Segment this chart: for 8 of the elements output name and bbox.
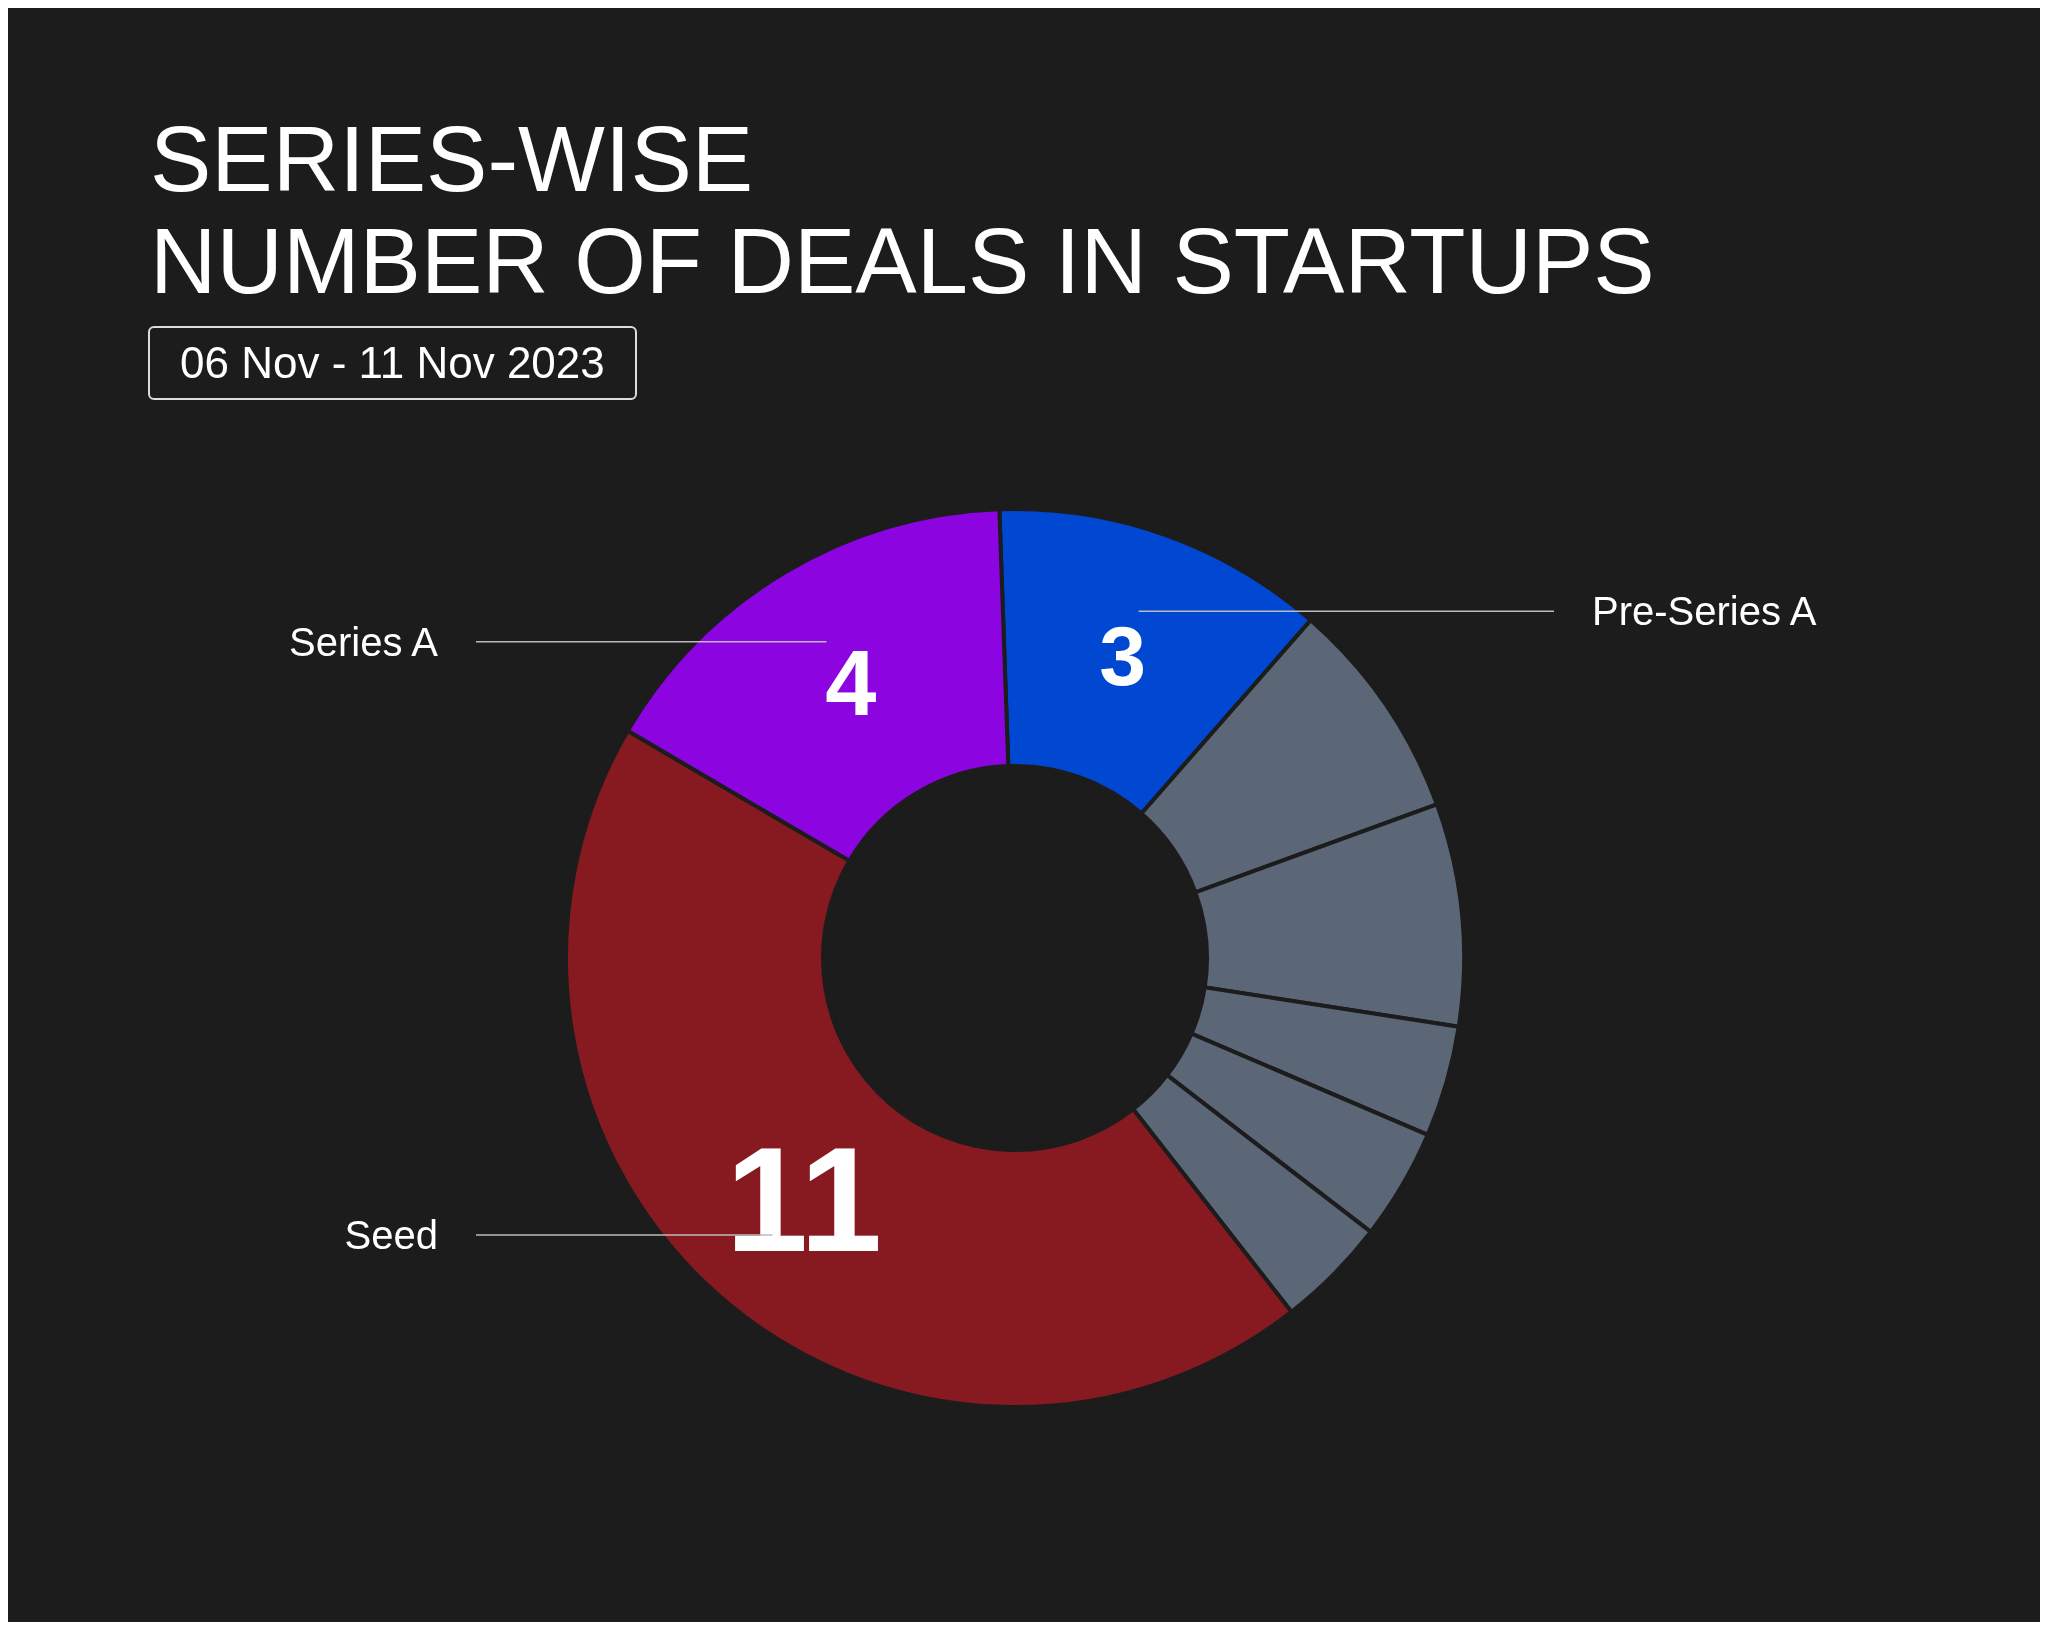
- chart-title: SERIES-WISE NUMBER OF DEALS IN STARTUPS: [150, 108, 1655, 312]
- slice-label: Seed: [344, 1213, 438, 1258]
- data-label: 4: [825, 631, 877, 734]
- chart-subtitle: 06 Nov - 11 Nov 2023: [148, 326, 637, 400]
- data-label: 11: [725, 1116, 883, 1282]
- data-label: 3: [1099, 609, 1146, 704]
- slice-label: Pre-Series A: [1592, 589, 1817, 634]
- slice-label: Series A: [289, 619, 439, 664]
